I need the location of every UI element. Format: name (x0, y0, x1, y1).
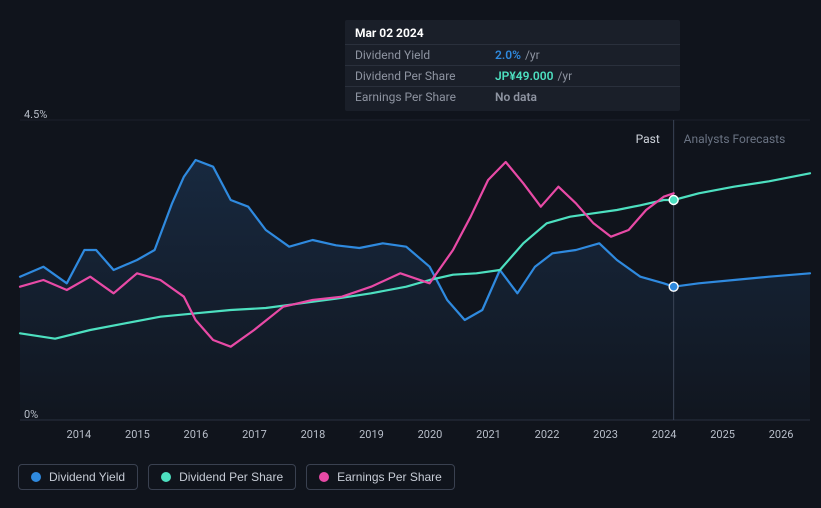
marker-dividend_yield (669, 282, 678, 291)
legend-label: Earnings Per Share (337, 470, 442, 484)
y-tick-max: 4.5% (24, 108, 47, 121)
x-tick: 2018 (301, 428, 326, 441)
section-label-past: Past (636, 132, 660, 146)
tooltip-value: JP¥49.000 (495, 69, 553, 83)
x-tick: 2019 (359, 428, 384, 441)
legend-item-dividend-per-share[interactable]: Dividend Per Share (148, 464, 296, 490)
tooltip-row: Earnings Per ShareNo data (345, 86, 680, 107)
tooltip-unit: /yr (557, 69, 572, 83)
x-tick: 2023 (593, 428, 618, 441)
x-tick: 2015 (125, 428, 150, 441)
tooltip-row: Dividend Yield2.0% /yr (345, 44, 680, 65)
legend-item-earnings-per-share[interactable]: Earnings Per Share (306, 464, 455, 490)
tooltip-unit: /yr (525, 48, 540, 62)
legend-dot (319, 472, 329, 482)
x-tick: 2024 (652, 428, 677, 441)
tooltip-value: No data (495, 90, 537, 104)
x-tick: 2021 (476, 428, 501, 441)
tooltip-row: Dividend Per ShareJP¥49.000/yr (345, 65, 680, 86)
x-tick: 2017 (242, 428, 267, 441)
chart-container: 4.5% 0% Past Analysts Forecasts 2014 2015… (0, 0, 821, 508)
tooltip-date: Mar 02 2024 (345, 20, 680, 44)
tooltip: Mar 02 2024 Dividend Yield2.0%/yrDividen… (345, 20, 680, 111)
y-tick-min: 0% (24, 408, 38, 421)
tooltip-label: Earnings Per Share (355, 90, 495, 104)
x-tick: 2025 (710, 428, 735, 441)
legend: Dividend Yield Dividend Per Share Earnings… (18, 464, 455, 490)
legend-item-dividend-yield[interactable]: Dividend Yield (18, 464, 138, 490)
legend-dot (161, 472, 171, 482)
tooltip-value: 2.0% (495, 48, 521, 62)
legend-label: Dividend Yield (49, 470, 125, 484)
x-tick: 2014 (67, 428, 92, 441)
x-tick: 2022 (535, 428, 560, 441)
section-label-forecast: Analysts Forecasts (684, 132, 786, 146)
legend-label: Dividend Per Share (179, 470, 283, 484)
legend-dot (31, 472, 41, 482)
tooltip-label: Dividend Per Share (355, 69, 495, 83)
marker-dividend_per_share (669, 196, 678, 205)
tooltip-label: Dividend Yield (355, 48, 495, 62)
x-tick: 2016 (184, 428, 209, 441)
x-tick: 2026 (769, 428, 794, 441)
x-tick: 2020 (418, 428, 443, 441)
area-fill (20, 160, 810, 420)
